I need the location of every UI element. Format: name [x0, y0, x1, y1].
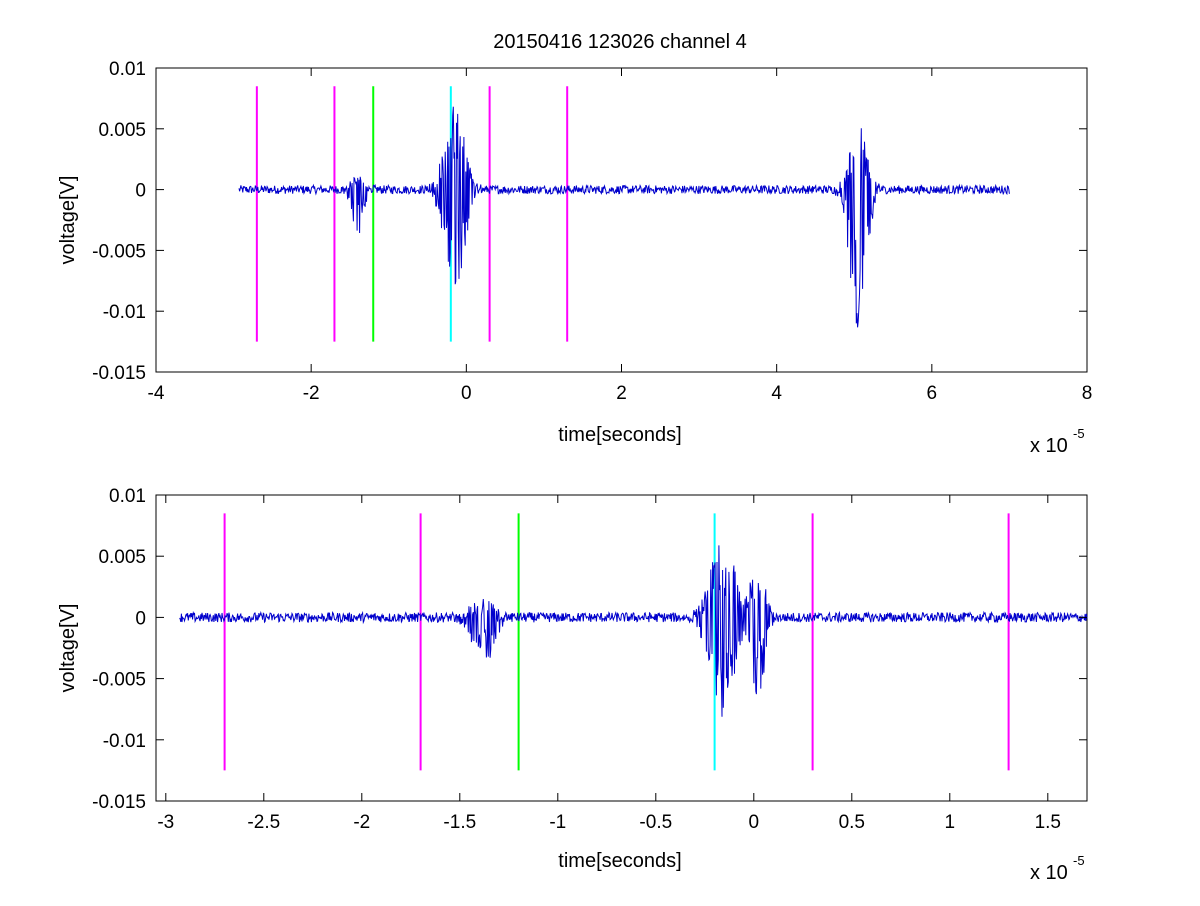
y-tick-label: 0.01 [109, 486, 146, 507]
chart-title: 20150416 123026 channel 4 [493, 31, 747, 53]
y-tick-label: 0.005 [98, 120, 146, 141]
x-tick-label: 4 [771, 383, 782, 404]
y-tick-label: 0.01 [109, 59, 146, 80]
bottom-y-ticks: 0.01 0.005 0 -0.005 -0.01 -0.015 [92, 486, 1087, 813]
y-tick-label: -0.01 [103, 302, 146, 323]
x-tick-label: -2 [353, 812, 370, 833]
y-tick-label: -0.005 [92, 670, 146, 691]
top-vertical-markers [255, 86, 569, 342]
x-tick-label: 8 [1082, 383, 1093, 404]
x-tick-label: 6 [927, 383, 938, 404]
y-tick-label: 0.005 [98, 547, 146, 568]
x-tick-label: -2 [303, 383, 320, 404]
x-tick-label: 0.5 [839, 812, 865, 833]
bottom-x-ticks: -3 -2.5 -2 -1.5 -1 -0.5 0 0.5 1 1.5 [157, 495, 1061, 833]
signal-line [179, 545, 1088, 717]
y-tick-label: -0.015 [92, 363, 146, 384]
top-x-ticks: -4 -2 0 2 4 6 8 [148, 68, 1093, 404]
bottom-axes-frame [155, 494, 1088, 802]
x-tick-label: 0 [749, 812, 760, 833]
bottom-axes: -3 -2.5 -2 -1.5 -1 -0.5 0 0.5 1 1.5 0.01 0.005 0 -0.… [57, 486, 1088, 884]
bottom-signal-series [179, 545, 1088, 717]
y-tick-label: 0 [135, 181, 146, 202]
x-tick-label: -2.5 [247, 812, 280, 833]
y-tick-label: -0.005 [92, 241, 146, 262]
x-tick-label: -4 [148, 383, 165, 404]
signal-line [238, 106, 1010, 328]
bottom-vertical-markers [223, 513, 1010, 771]
bottom-x-multiplier-exponent: -5 [1073, 853, 1085, 868]
x-tick-label: 0 [461, 383, 472, 404]
x-tick-label: -1.5 [443, 812, 476, 833]
top-axes: -4 -2 0 2 4 6 8 0.01 0.005 0 -0.005 -0.01 -0.015 ti… [57, 59, 1092, 457]
bottom-y-axis-label: voltage[V] [57, 604, 79, 693]
top-x-multiplier: x 10 [1030, 435, 1068, 457]
x-tick-label: -0.5 [639, 812, 672, 833]
top-signal-series [238, 106, 1010, 328]
y-tick-label: -0.015 [92, 792, 146, 813]
bottom-x-multiplier: x 10 [1030, 862, 1068, 884]
x-tick-label: -1 [549, 812, 566, 833]
bottom-x-axis-label: time[seconds] [558, 850, 681, 872]
top-x-axis-label: time[seconds] [558, 424, 681, 446]
top-y-axis-label: voltage[V] [57, 176, 79, 265]
y-tick-label: -0.01 [103, 731, 146, 752]
x-tick-label: -3 [157, 812, 174, 833]
x-tick-label: 2 [616, 383, 627, 404]
x-tick-label: 1.5 [1035, 812, 1061, 833]
top-y-ticks: 0.01 0.005 0 -0.005 -0.01 -0.015 [92, 59, 1087, 384]
y-tick-label: 0 [135, 608, 146, 629]
top-x-multiplier-exponent: -5 [1073, 426, 1085, 441]
x-tick-label: 1 [945, 812, 956, 833]
